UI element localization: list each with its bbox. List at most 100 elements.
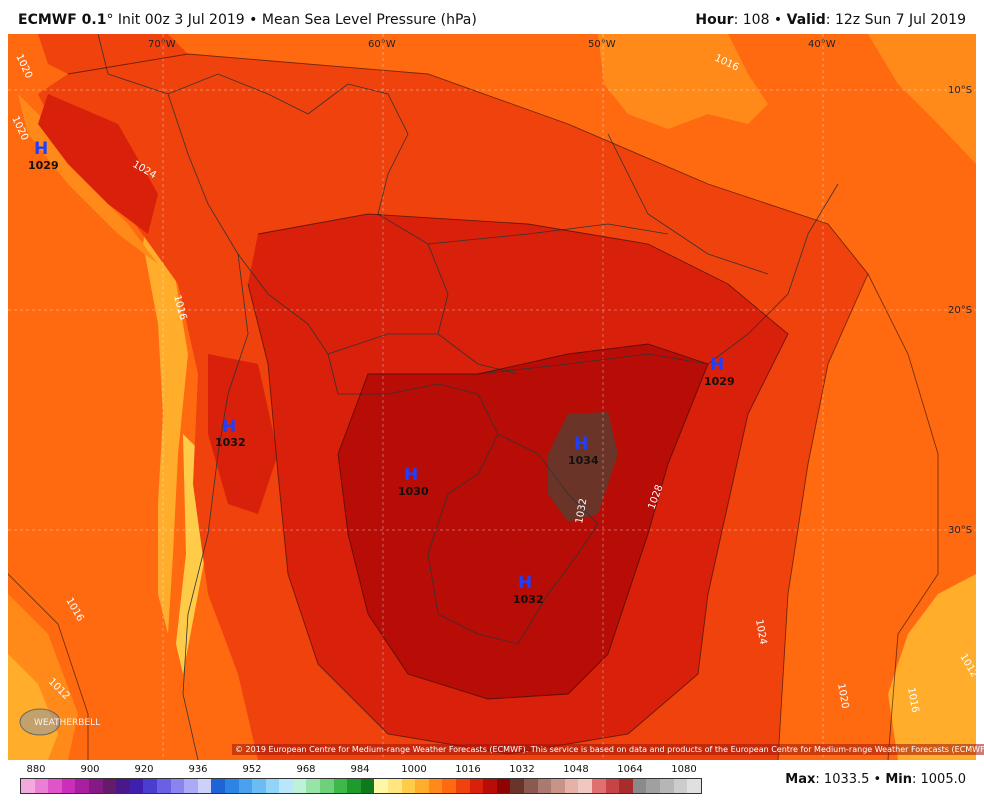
- andes-high-band: [208, 354, 278, 514]
- lon-label: 40°W: [808, 39, 836, 50]
- hour-value: : 108: [733, 12, 770, 28]
- colorbar-swatch: [537, 779, 552, 793]
- colorbar-swatch: [632, 779, 647, 793]
- colorbar-tick-label: 1016: [455, 764, 481, 775]
- country-borders: [97, 34, 839, 760]
- band-southeast: [888, 574, 976, 760]
- graticule: [8, 34, 976, 760]
- high-value: 1032: [513, 593, 544, 606]
- colorbar-swatch: [605, 779, 620, 793]
- high-value: 1032: [215, 436, 246, 449]
- weatherbell-logo: WEATHERBELL: [16, 702, 106, 742]
- map-svg: 70°W 60°W 50°W 40°W 10°S 20°S 30°S 1020 …: [8, 34, 976, 760]
- model-name: ECMWF 0.1: [18, 12, 107, 28]
- high-symbol: H: [710, 355, 724, 375]
- colorbar-tick-label: 1032: [509, 764, 535, 775]
- colorbar-legend: 880 900 920 936 952 968 984 1000 1016 1032 1048 106…: [20, 762, 710, 802]
- min-value: : 1005.0: [912, 772, 966, 787]
- lon-label: 50°W: [588, 39, 616, 50]
- colorbar-swatch: [659, 779, 674, 793]
- high-marker: H 1034: [568, 434, 599, 467]
- colorbar-tick-label: 1048: [563, 764, 589, 775]
- colorbar-swatch: [265, 779, 280, 793]
- colorbar-swatch: [252, 779, 266, 793]
- colorbar-swatch: [21, 779, 35, 793]
- colorbar-swatch: [211, 779, 225, 793]
- stats-separator: •: [869, 772, 886, 787]
- init-time: ° Init 00z 3 Jul 2019: [106, 12, 245, 28]
- high-marker: H 1029: [704, 355, 735, 388]
- colorbar-swatch: [292, 779, 307, 793]
- colorbar-swatch: [197, 779, 212, 793]
- colorbar-swatch: [88, 779, 103, 793]
- colorbar-swatch: [469, 779, 484, 793]
- colorbar-swatch: [523, 779, 538, 793]
- colorbar-tick-label: 968: [296, 764, 316, 775]
- colorbar-swatch: [306, 779, 321, 793]
- contour-label: 1032: [574, 498, 589, 525]
- colorbar-swatch: [102, 779, 117, 793]
- high-value: 1034: [568, 454, 599, 467]
- contour-label: 1020: [835, 683, 850, 710]
- colorbar-swatch: [347, 779, 361, 793]
- colorbar-tick-label: 1080: [671, 764, 697, 775]
- colorbar-swatch: [333, 779, 348, 793]
- colorbar-swatch: [591, 779, 606, 793]
- colorbar-swatch: [116, 779, 130, 793]
- contour-label: 1024: [753, 619, 768, 646]
- colorbar: [20, 778, 702, 794]
- colorbar-swatch: [156, 779, 171, 793]
- logo-text: WEATHERBELL: [34, 718, 100, 728]
- colorbar-swatch: [143, 779, 157, 793]
- header-separator-2: •: [769, 12, 787, 28]
- colorbar-swatch: [374, 779, 389, 793]
- high-symbol: H: [518, 573, 532, 593]
- colorbar-swatch: [401, 779, 416, 793]
- colorbar-tick-label: 984: [350, 764, 370, 775]
- colorbar-swatch: [483, 779, 497, 793]
- high-marker: H 1029: [28, 139, 59, 172]
- colorbar-swatch: [279, 779, 293, 793]
- high-symbol: H: [34, 139, 48, 159]
- lat-label: 30°S: [948, 525, 972, 536]
- colorbar-swatch: [224, 779, 239, 793]
- colorbar-swatch: [184, 779, 198, 793]
- high-symbol: H: [222, 417, 236, 437]
- header-right: Hour: 108 • Valid: 12z Sun 7 Jul 2019: [695, 12, 966, 28]
- colorbar-swatch: [646, 779, 660, 793]
- header-separator: •: [244, 12, 262, 28]
- colorbar-swatch: [129, 779, 144, 793]
- band-1032-plus: [338, 344, 708, 699]
- lat-label: 10°S: [948, 85, 972, 96]
- high-value: 1030: [398, 485, 429, 498]
- colorbar-tick-label: 880: [26, 764, 46, 775]
- colorbar-swatch: [75, 779, 89, 793]
- high-core-1034: [548, 412, 618, 522]
- colorbar-swatch: [34, 779, 49, 793]
- valid-label: Valid: [786, 12, 826, 28]
- header-left: ECMWF 0.1° Init 00z 3 Jul 2019 • Mean Se…: [18, 12, 477, 28]
- field-name: Mean Sea Level Pressure (hPa): [261, 12, 477, 28]
- colorbar-swatch: [619, 779, 633, 793]
- high-marker: H 1032: [513, 573, 544, 606]
- colorbar-tick-label: 1064: [617, 764, 643, 775]
- lat-label: 20°S: [948, 305, 972, 316]
- colorbar-swatch: [510, 779, 524, 793]
- colorbar-swatch: [456, 779, 470, 793]
- colorbar-tick-label: 936: [188, 764, 208, 775]
- colorbar-swatch: [170, 779, 185, 793]
- colorbar-swatch: [415, 779, 429, 793]
- peru-high-band: [38, 94, 158, 234]
- valid-value: : 12z Sun 7 Jul 2019: [825, 12, 966, 28]
- hour-label: Hour: [695, 12, 734, 28]
- colorbar-tick-label: 920: [134, 764, 154, 775]
- colorbar-swatch: [564, 779, 579, 793]
- lon-label: 60°W: [368, 39, 396, 50]
- high-symbol: H: [574, 434, 588, 454]
- colorbar-tick-label: 900: [80, 764, 100, 775]
- colorbar-swatch: [673, 779, 688, 793]
- pressure-map: 70°W 60°W 50°W 40°W 10°S 20°S 30°S 1020 …: [8, 34, 976, 760]
- colorbar-tick-labels: 880 900 920 936 952 968 984 1000 1016 1032 1048 106…: [20, 762, 710, 776]
- contour-label: 1016: [905, 687, 920, 714]
- max-value: : 1033.5: [815, 772, 870, 787]
